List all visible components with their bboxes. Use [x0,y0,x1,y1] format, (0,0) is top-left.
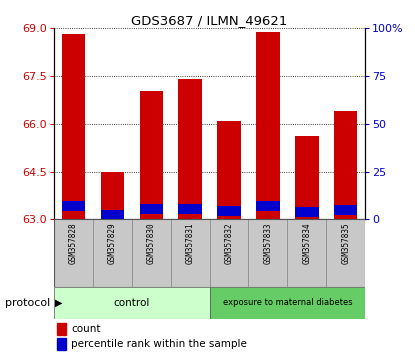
Bar [62,34,85,219]
Bar [178,79,202,219]
Bar [287,219,326,287]
Bar [256,201,280,211]
Bar [57,338,66,350]
Bar [57,323,66,335]
Bar [139,204,163,214]
Bar [139,91,163,219]
Text: percentile rank within the sample: percentile rank within the sample [71,339,247,349]
Bar [101,172,124,219]
Text: GSM357830: GSM357830 [147,223,156,264]
Bar [210,287,365,319]
Title: GDS3687 / ILMN_49621: GDS3687 / ILMN_49621 [132,14,288,27]
Text: GSM357829: GSM357829 [108,223,117,264]
Bar [217,121,241,219]
Bar [295,136,319,219]
Bar [178,204,202,214]
Bar [101,210,124,219]
Bar [249,219,287,287]
Bar [93,219,132,287]
Text: exposure to maternal diabetes: exposure to maternal diabetes [222,298,352,307]
Text: protocol: protocol [5,298,50,308]
Text: GSM357828: GSM357828 [69,223,78,264]
Bar [217,206,241,216]
Text: count: count [71,324,100,334]
Bar [171,219,210,287]
Bar [256,32,280,219]
Text: GSM357831: GSM357831 [186,223,195,264]
Text: control: control [114,298,150,308]
Text: GSM357835: GSM357835 [341,223,350,264]
Bar [326,219,365,287]
Text: GSM357833: GSM357833 [264,223,272,264]
Bar [54,219,93,287]
Text: GSM357832: GSM357832 [225,223,234,264]
Bar [132,219,171,287]
Bar [334,110,357,219]
Bar [54,287,210,319]
Text: GSM357834: GSM357834 [303,223,311,264]
Text: ▶: ▶ [55,298,63,308]
Bar [295,207,319,217]
Bar [334,205,357,215]
Bar [210,219,249,287]
Bar [62,201,85,211]
